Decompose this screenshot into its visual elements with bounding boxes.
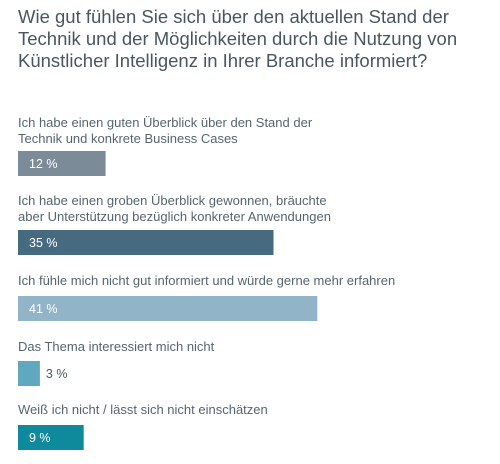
bar bbox=[18, 425, 84, 450]
bar bbox=[18, 230, 274, 255]
bar bbox=[18, 151, 106, 176]
category-label: Technik und konkrete Business Cases bbox=[18, 131, 238, 146]
category-label: Das Thema interessiert mich nicht bbox=[18, 339, 215, 354]
chart-title: Wie gut fühlen Sie sich über den aktuell… bbox=[18, 6, 458, 71]
category-label: Ich habe einen groben Überblick gewonnen… bbox=[18, 193, 327, 208]
category-label: Weiß ich nicht / lässt sich nicht einsch… bbox=[18, 402, 268, 417]
bar bbox=[18, 361, 40, 386]
category-label: Ich habe einen guten Überblick über den … bbox=[18, 115, 313, 130]
value-label: 12 % bbox=[29, 157, 58, 171]
category-label: aber Unterstützung bezüglich konkreter A… bbox=[18, 209, 331, 224]
value-label: 9 % bbox=[29, 431, 51, 445]
bar bbox=[18, 296, 318, 321]
value-label: 35 % bbox=[29, 236, 58, 250]
category-label: Ich fühle mich nicht gut informiert und … bbox=[18, 273, 395, 288]
value-label: 41 % bbox=[29, 302, 58, 316]
value-label: 3 % bbox=[46, 367, 68, 381]
